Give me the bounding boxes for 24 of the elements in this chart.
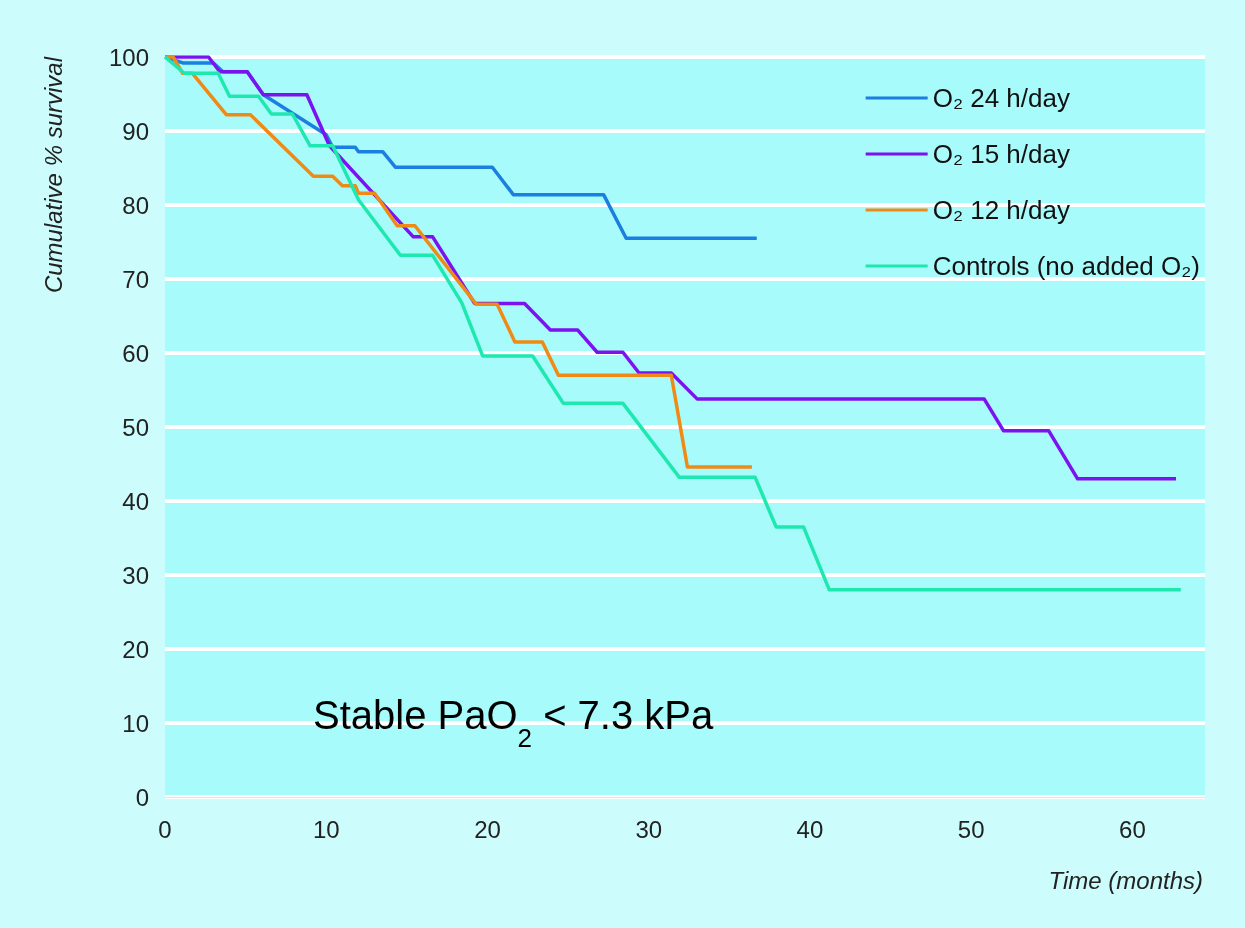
x-tick-label: 10: [312, 815, 340, 843]
y-tick-label: 0: [135, 783, 149, 811]
legend-label: Controls (no added O₂): [932, 251, 1201, 281]
y-tick-label: 90: [122, 117, 149, 145]
x-tick-label: 20: [474, 815, 501, 843]
legend-label: O₂ 12 h/day: [932, 195, 1070, 225]
legend-label: O₂ 24 h/day: [932, 83, 1070, 113]
y-tick-label: 70: [122, 265, 149, 293]
x-tick-label: 50: [957, 815, 985, 843]
y-tick-label: 30: [122, 561, 149, 589]
x-tick-label: 40: [796, 815, 824, 843]
x-tick-label: 60: [1119, 815, 1146, 843]
y-tick-label: 50: [122, 413, 149, 441]
y-tick-label: 20: [122, 635, 149, 663]
y-tick-label: 60: [122, 339, 149, 367]
y-tick-label: 10: [122, 709, 149, 737]
x-tick-label: 0: [158, 815, 172, 843]
y-axis-title: Cumulative % survival: [39, 56, 67, 294]
y-tick-label: 100: [108, 43, 149, 71]
legend-label: O₂ 15 h/day: [932, 139, 1070, 169]
y-tick-label: 80: [122, 191, 149, 219]
y-tick-label: 40: [122, 487, 149, 515]
x-axis-title: Time (months): [1048, 866, 1204, 894]
x-tick-label: 30: [635, 815, 663, 843]
